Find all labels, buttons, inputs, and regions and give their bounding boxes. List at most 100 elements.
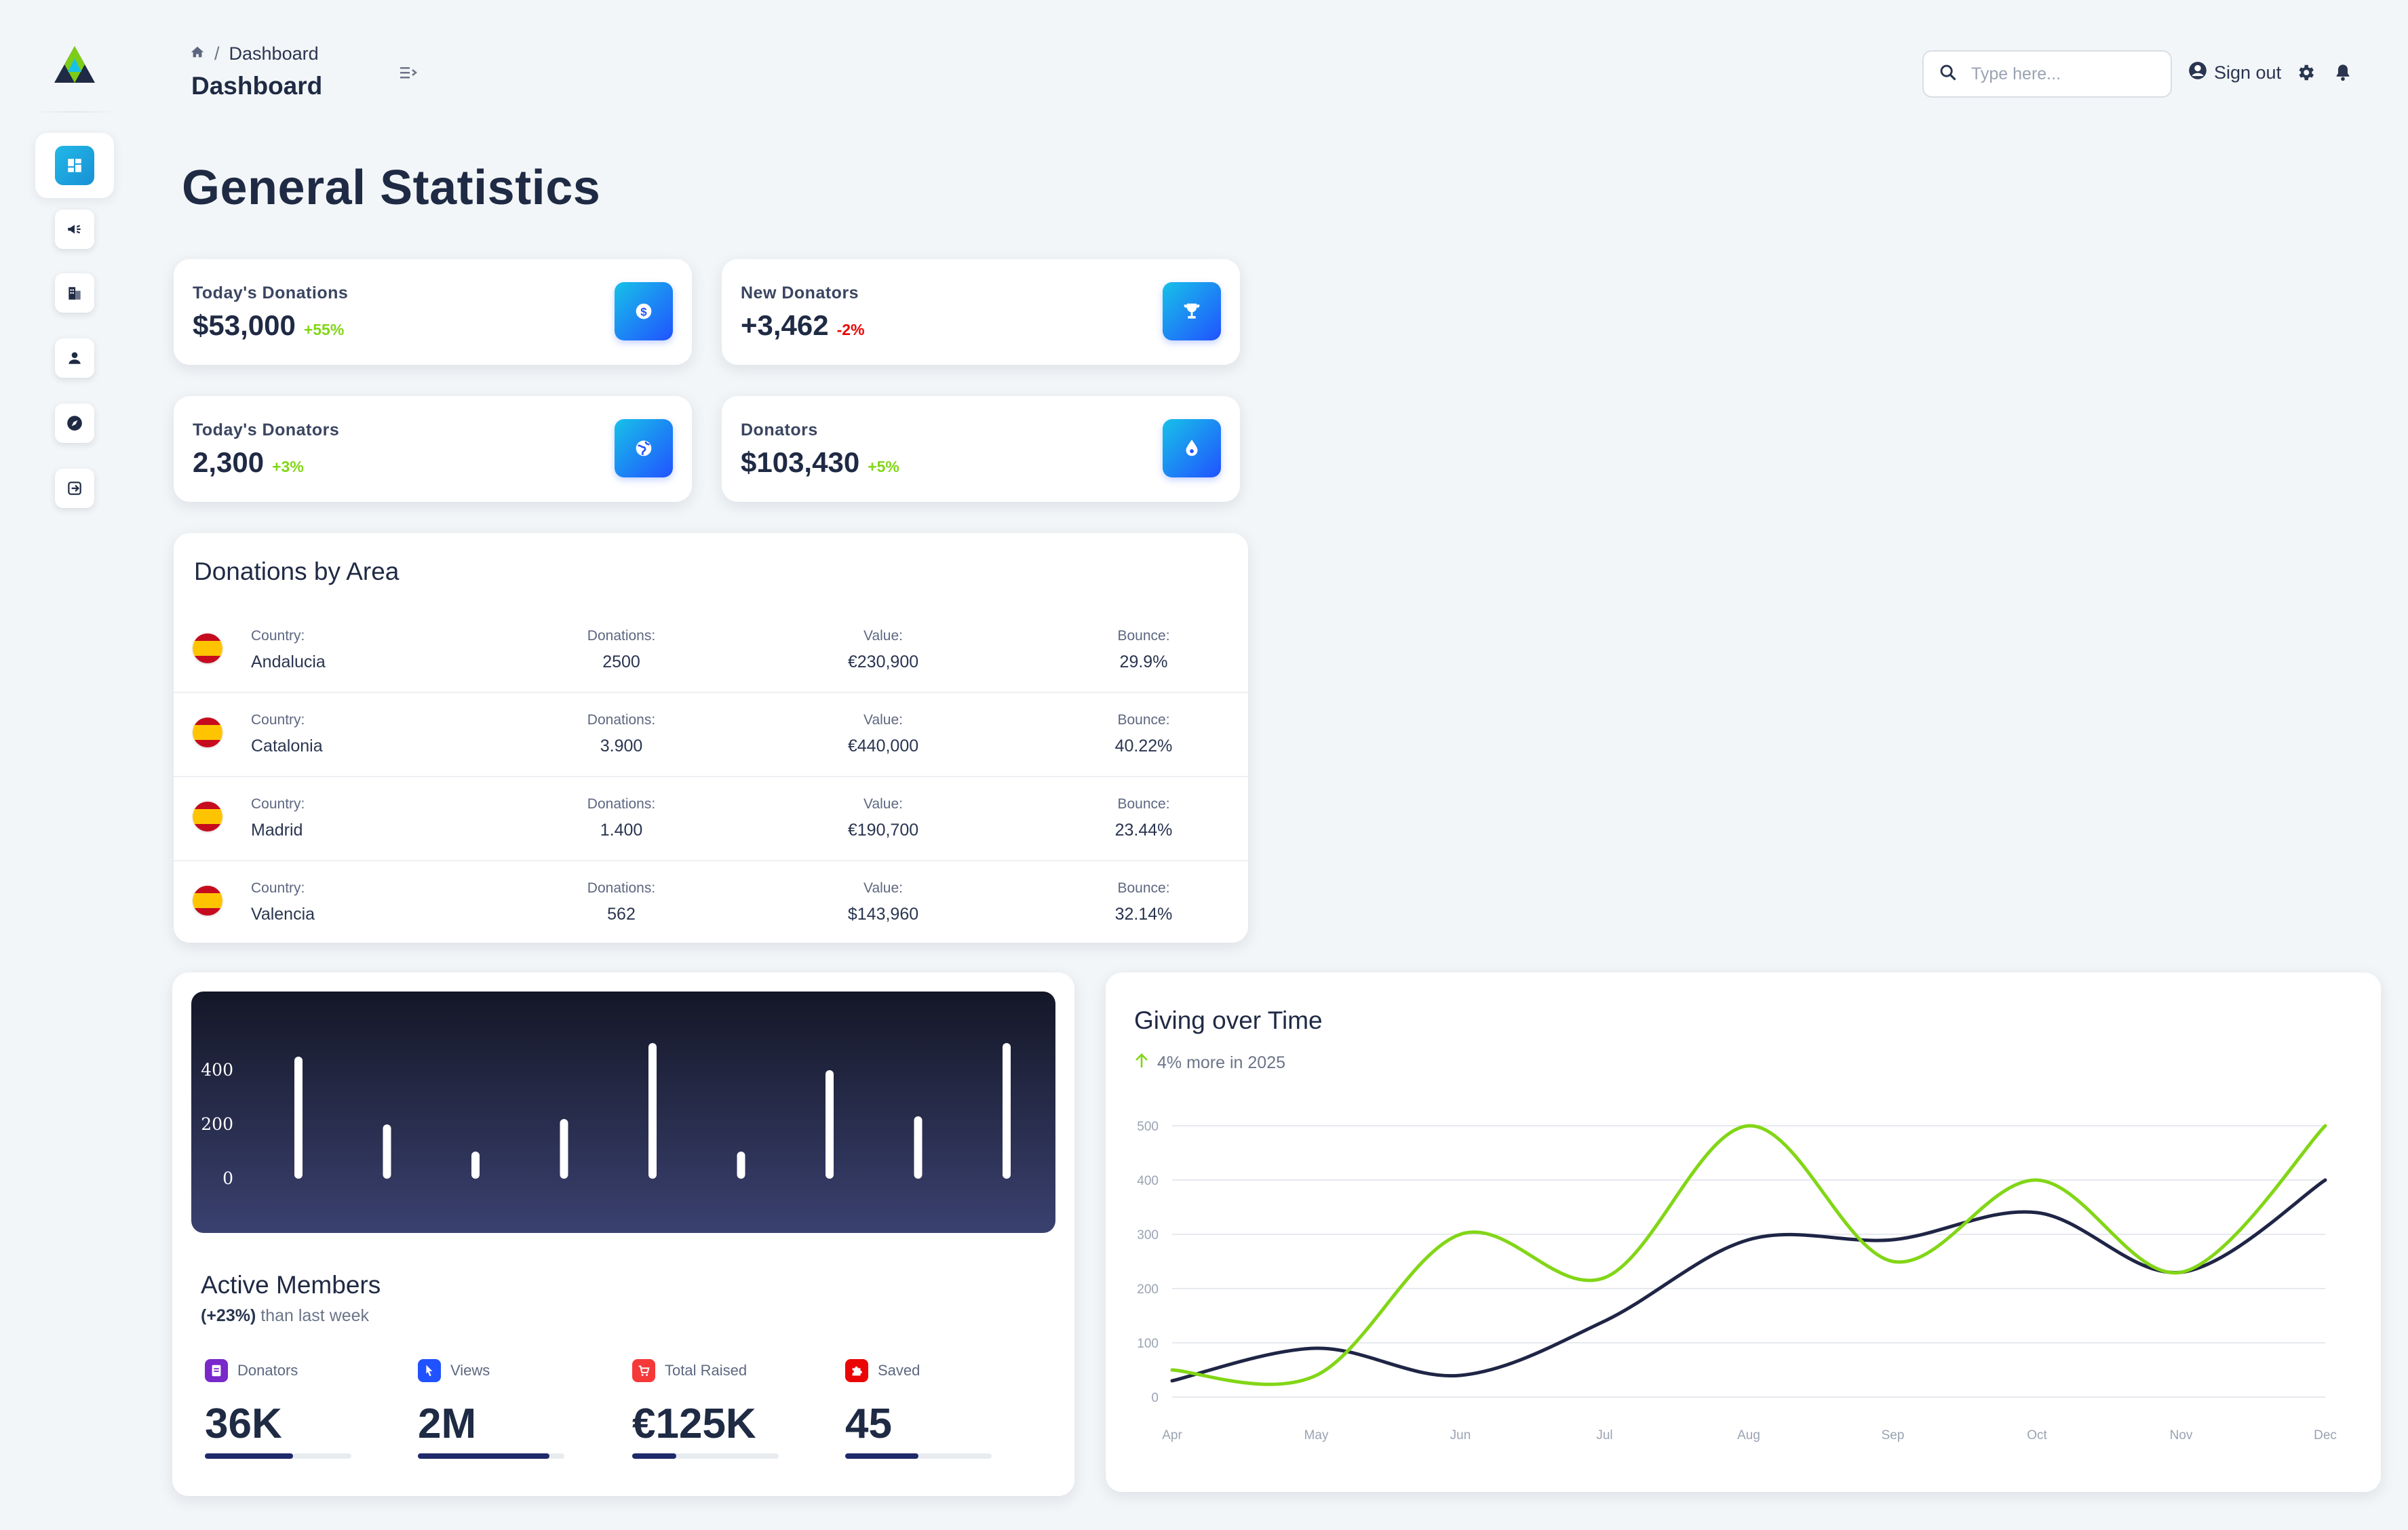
value-value: €230,900: [847, 652, 919, 671]
bar: [1003, 1043, 1011, 1179]
trophy-icon: [1163, 282, 1221, 340]
country-value: Valencia: [251, 905, 315, 924]
bounce-value: 32.14%: [1114, 905, 1173, 924]
metric-label: Total Raised: [665, 1362, 747, 1379]
bounce-value: 23.44%: [1114, 821, 1173, 840]
chart-subtitle: 4% more in 2025: [1134, 1053, 1285, 1074]
bounce-cell: Bounce: 32.14%: [1049, 880, 1239, 924]
x-tick-label: May: [1304, 1428, 1329, 1443]
sidebar-item-dashboard[interactable]: [35, 133, 114, 198]
country-value: Catalonia: [251, 737, 323, 756]
y-tick-label: 200: [1137, 1282, 1159, 1297]
bounce-cell: Bounce: 40.22%: [1049, 712, 1239, 756]
metric-views: Views 2M: [418, 1359, 564, 1459]
dollar-icon: $: [615, 282, 673, 340]
metric-header: Donators: [205, 1359, 351, 1382]
active-members-subtitle: (+23%) than last week: [201, 1306, 369, 1326]
stat-number: $53,000: [193, 309, 296, 341]
y-tick-label: 0: [1151, 1391, 1159, 1405]
value-value: $143,960: [847, 905, 919, 924]
bar: [383, 1124, 391, 1179]
donations-header: Donations:: [587, 796, 656, 812]
sign-out-link[interactable]: Sign out: [2188, 61, 2281, 85]
series-line-1: [1170, 1178, 2327, 1383]
x-tick-label: Aug: [1737, 1428, 1760, 1443]
bar-chart-panel: 0 200 400: [191, 992, 1055, 1233]
bar: [648, 1043, 657, 1179]
globe-icon: [615, 419, 673, 477]
donations-header: Donations:: [587, 880, 656, 896]
sidebar-item-compass[interactable]: [35, 391, 114, 456]
sidebar-item-building[interactable]: [35, 260, 114, 326]
value-header: Value:: [863, 880, 903, 896]
donations-cell: Donations: 2500: [526, 628, 716, 672]
value-value: €440,000: [847, 737, 919, 756]
sidebar-item-sign-in[interactable]: [35, 456, 114, 521]
cursor-icon: [418, 1359, 441, 1382]
sidebar-item-user[interactable]: [35, 326, 114, 391]
country-cell: Country: Catalonia: [251, 712, 323, 756]
search-box[interactable]: [1922, 50, 2172, 98]
menu-icon[interactable]: [400, 65, 418, 83]
metric-value: 36K: [205, 1400, 282, 1447]
value-cell: Value: $143,960: [788, 880, 978, 924]
x-tick-label: Dec: [2314, 1428, 2337, 1443]
megaphone-icon: [55, 210, 94, 249]
page-title: Dashboard: [191, 72, 323, 100]
bar: [737, 1152, 745, 1179]
donations-cell: Donations: 1.400: [526, 796, 716, 840]
metric-progress-fill: [632, 1453, 676, 1459]
line-chart: 0 100 200 300 400 500 Apr May Jun Jul Aug Sep Oct Nov…: [1137, 1120, 2337, 1443]
dashboard-icon: [55, 146, 94, 185]
bounce-header: Bounce:: [1117, 796, 1170, 812]
card-title: Donations by Area: [194, 557, 400, 585]
main-title: General Statistics: [182, 161, 601, 215]
metric-donators: Donators 36K: [205, 1359, 351, 1459]
user-icon: [55, 338, 94, 378]
spain-flag-icon: [193, 802, 222, 831]
y-tick-label: 400: [1137, 1174, 1159, 1188]
gear-icon[interactable]: [2295, 62, 2316, 86]
value-header: Value:: [863, 796, 903, 812]
country-value: Andalucia: [251, 652, 326, 671]
sign-in-icon: [55, 469, 94, 508]
donations-cell: Donations: 562: [526, 880, 716, 924]
x-tick-label: Jun: [1450, 1428, 1471, 1443]
puzzle-icon: [845, 1359, 868, 1382]
y-tick-label: 100: [1137, 1337, 1159, 1351]
country-cell: Country: Valencia: [251, 880, 315, 924]
metric-progress-track: [418, 1453, 564, 1459]
stat-label: Donators: [741, 420, 818, 439]
stat-change: +5%: [868, 458, 899, 475]
metric-progress-fill: [845, 1453, 918, 1459]
stat-value: +3,462 -2%: [741, 309, 865, 342]
stat-value: $53,000 +55%: [193, 309, 344, 342]
active-members-title: Active Members: [201, 1271, 381, 1299]
value-cell: Value: €230,900: [788, 628, 978, 672]
search-input[interactable]: [1970, 63, 2162, 85]
stat-card: Today's Donations $53,000 +55% $: [174, 259, 692, 365]
country-cell: Country: Madrid: [251, 796, 305, 840]
brand-logo[interactable]: [53, 45, 96, 84]
country-header: Country:: [251, 796, 305, 812]
breadcrumb-current: Dashboard: [229, 43, 319, 64]
donations-value: 1.400: [600, 821, 643, 840]
bell-icon[interactable]: [2333, 62, 2352, 86]
user-circle-icon: [2188, 61, 2207, 85]
y-tick-label: 0: [222, 1169, 233, 1188]
metric-total-raised: Total Raised €125K: [632, 1359, 779, 1459]
country-header: Country:: [251, 628, 305, 644]
metric-label: Donators: [237, 1362, 298, 1379]
y-tick-label: 400: [201, 1060, 233, 1080]
stat-label: New Donators: [741, 283, 859, 302]
country-header: Country:: [251, 880, 305, 896]
x-tick-label: Nov: [2170, 1428, 2193, 1443]
sidebar-item-megaphone[interactable]: [35, 197, 114, 262]
drop-icon: [1163, 419, 1221, 477]
giving-over-time-card: Giving over Time 4% more in 2025 0 100 200…: [1106, 973, 2381, 1492]
table-row: Country: Catalonia Donations: 3.900 Value: €4…: [174, 692, 1248, 777]
svg-text:$: $: [640, 305, 647, 318]
home-icon[interactable]: [190, 43, 205, 64]
metric-progress-fill: [418, 1453, 550, 1459]
x-tick-label: Sep: [1882, 1428, 1905, 1443]
